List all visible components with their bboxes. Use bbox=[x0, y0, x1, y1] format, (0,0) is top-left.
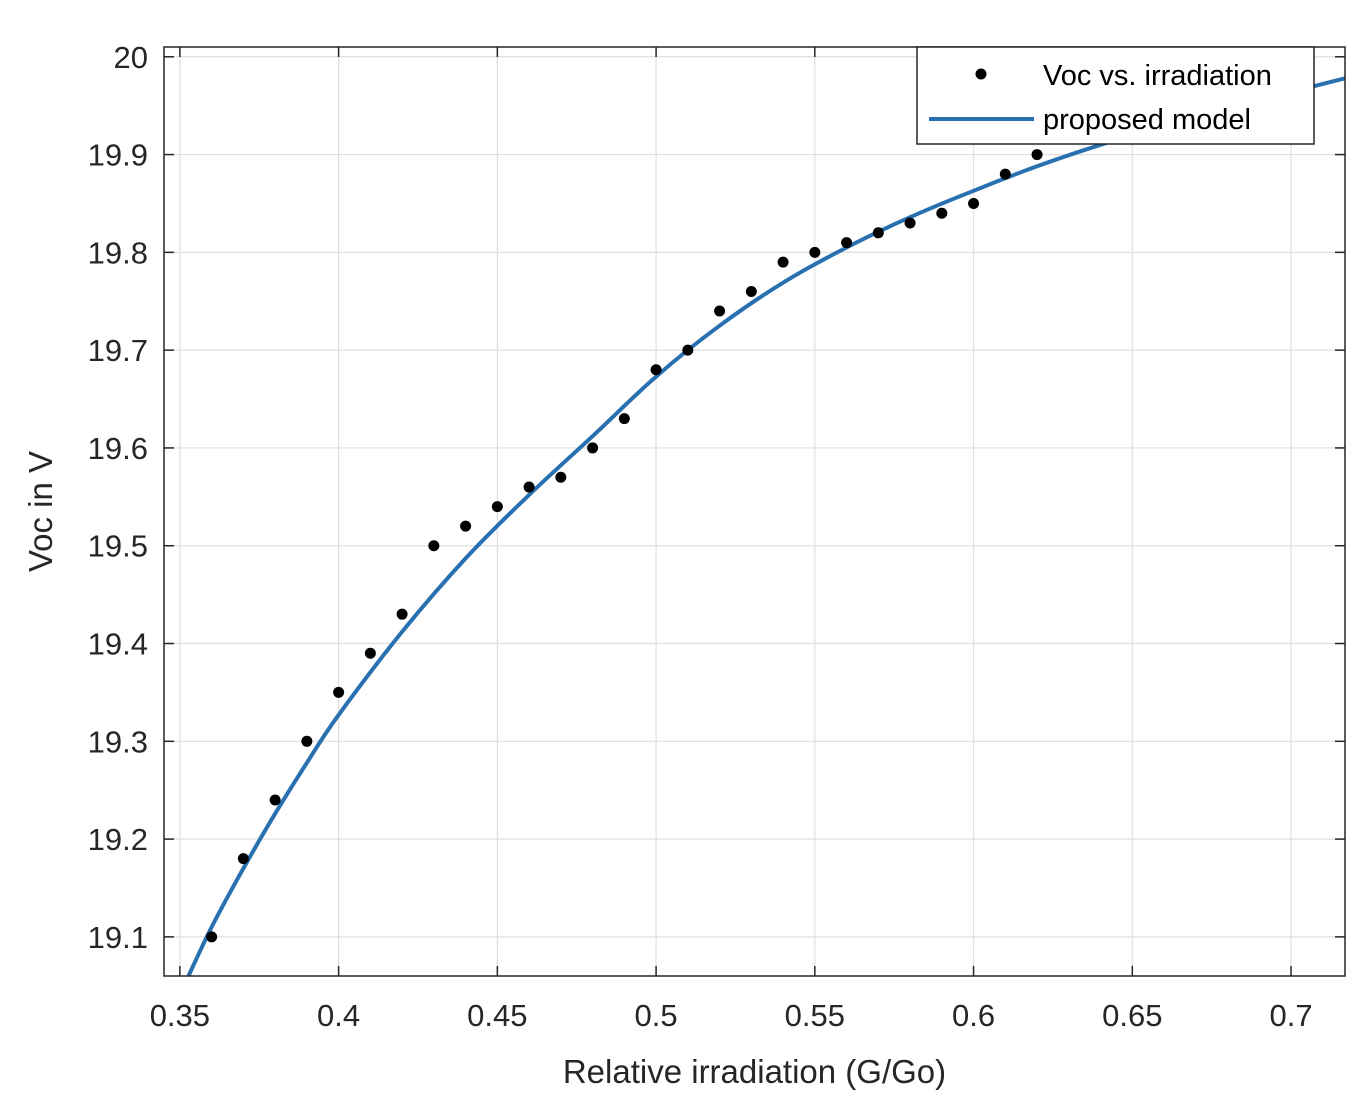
y-tick-label: 19.5 bbox=[88, 529, 148, 564]
y-tick-label: 19.2 bbox=[88, 822, 148, 857]
data-point bbox=[904, 217, 916, 229]
y-tick-label: 20 bbox=[114, 40, 148, 75]
data-point bbox=[872, 227, 884, 239]
legend-label-model: proposed model bbox=[1043, 104, 1251, 136]
data-point bbox=[523, 481, 535, 493]
data-point bbox=[206, 931, 218, 943]
data-point bbox=[809, 246, 821, 258]
x-tick-label: 0.45 bbox=[467, 998, 527, 1033]
x-tick-label: 0.4 bbox=[317, 998, 360, 1033]
y-tick-label: 19.4 bbox=[88, 627, 148, 662]
legend-marker-icon bbox=[975, 68, 987, 80]
data-point bbox=[714, 305, 726, 317]
data-point bbox=[301, 735, 313, 747]
data-point bbox=[491, 501, 503, 513]
data-point bbox=[1031, 149, 1043, 161]
data-point bbox=[587, 442, 599, 454]
data-point bbox=[555, 471, 567, 483]
data-point bbox=[650, 364, 662, 376]
y-tick-label: 19.3 bbox=[88, 724, 148, 759]
x-tick-label: 0.5 bbox=[635, 998, 678, 1033]
y-axis-label: Voc in V bbox=[22, 451, 59, 572]
data-point bbox=[460, 520, 472, 532]
data-point bbox=[777, 256, 789, 268]
data-point bbox=[745, 285, 757, 297]
data-point bbox=[936, 207, 948, 219]
x-tick-label: 0.6 bbox=[952, 998, 995, 1033]
data-point bbox=[618, 413, 630, 425]
x-tick-label: 0.7 bbox=[1269, 998, 1312, 1033]
data-point bbox=[841, 237, 853, 249]
data-point bbox=[333, 686, 345, 698]
y-tick-label: 19.8 bbox=[88, 235, 148, 270]
legend-label-measured: Voc vs. irradiation bbox=[1043, 60, 1272, 92]
data-point bbox=[968, 197, 980, 209]
data-point bbox=[269, 794, 281, 806]
y-tick-label: 19.1 bbox=[88, 920, 148, 955]
data-point bbox=[364, 647, 376, 659]
x-tick-label: 0.65 bbox=[1102, 998, 1162, 1033]
marker-layer bbox=[206, 149, 1043, 943]
data-point bbox=[428, 540, 440, 552]
axis-ticks: 0.35 0.4 0.45 0.5 0.55 0.6 0.65 0.7 19.1 19.2 19.3… bbox=[88, 40, 1345, 1033]
grid bbox=[164, 47, 1345, 976]
data-point bbox=[396, 608, 408, 620]
x-tick-label: 0.55 bbox=[785, 998, 845, 1033]
data-point bbox=[237, 853, 249, 865]
x-axis-label: Relative irradiation (G/Go) bbox=[563, 1053, 946, 1090]
data-point bbox=[682, 344, 694, 356]
y-tick-label: 19.7 bbox=[88, 333, 148, 368]
legend-box bbox=[916, 46, 1315, 145]
legend: Voc vs. irradiation proposed model bbox=[916, 46, 1315, 145]
plot-frame bbox=[163, 46, 1346, 977]
data-point bbox=[999, 168, 1011, 180]
x-tick-label: 0.35 bbox=[150, 998, 210, 1033]
y-tick-label: 19.9 bbox=[88, 138, 148, 173]
y-tick-label: 19.6 bbox=[88, 431, 148, 466]
